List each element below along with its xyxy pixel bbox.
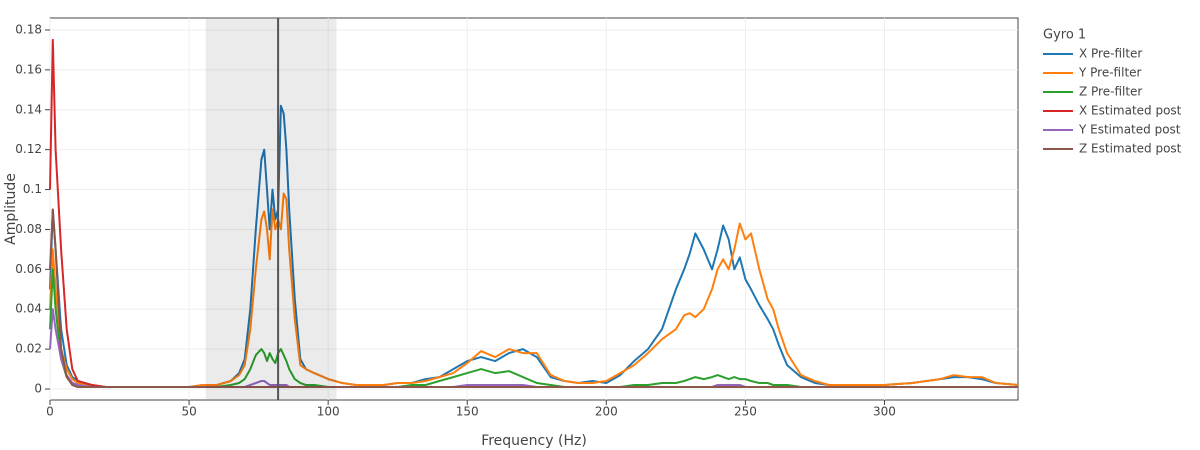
y-tick-label: 0.02 <box>15 342 42 356</box>
y-tick-label: 0.18 <box>15 22 42 36</box>
y-tick-label: 0.08 <box>15 222 42 236</box>
legend-item[interactable]: Y Pre-filter <box>1043 66 1142 80</box>
y-tick-label: 0.06 <box>15 262 42 276</box>
x-tick-label: 100 <box>317 405 340 419</box>
legend-item[interactable]: X Estimated post <box>1043 104 1182 118</box>
y-axis-title: Amplitude <box>3 173 19 245</box>
plot-frame <box>49 17 1019 401</box>
y-tick-label: 0.16 <box>15 62 42 76</box>
legend-label: X Pre-filter <box>1079 47 1142 61</box>
y-tick-label: 0.1 <box>23 182 42 196</box>
y-tick-label: 0.14 <box>15 102 42 116</box>
y-tick-label: 0.04 <box>15 302 42 316</box>
legend-item[interactable]: Z Estimated post <box>1043 142 1182 156</box>
x-tick-label: 0 <box>46 405 54 419</box>
legend-item[interactable]: Y Estimated post <box>1043 123 1181 137</box>
legend-label: Y Pre-filter <box>1078 66 1142 80</box>
y-tick-label: 0.12 <box>15 142 42 156</box>
series-line <box>49 208 1018 388</box>
legend-item[interactable]: Z Pre-filter <box>1043 85 1142 99</box>
legend-label: Y Estimated post <box>1078 123 1181 137</box>
legend-label: Z Pre-filter <box>1079 85 1142 99</box>
legend-label: Z Estimated post <box>1079 142 1182 156</box>
highlight-band <box>205 19 337 399</box>
legend-title: Gyro 1 <box>1043 28 1086 43</box>
x-tick-label: 50 <box>181 405 196 419</box>
x-tick-label: 200 <box>595 405 618 419</box>
x-axis-title: Frequency (Hz) <box>481 433 587 449</box>
x-tick-label: 300 <box>873 405 896 419</box>
y-tick-label: 0 <box>34 382 42 396</box>
x-tick-label: 250 <box>734 405 757 419</box>
legend-item[interactable]: X Pre-filter <box>1043 47 1142 61</box>
x-tick-label: 150 <box>456 405 479 419</box>
legend-label: X Estimated post <box>1079 104 1182 118</box>
series-line <box>49 192 1019 388</box>
